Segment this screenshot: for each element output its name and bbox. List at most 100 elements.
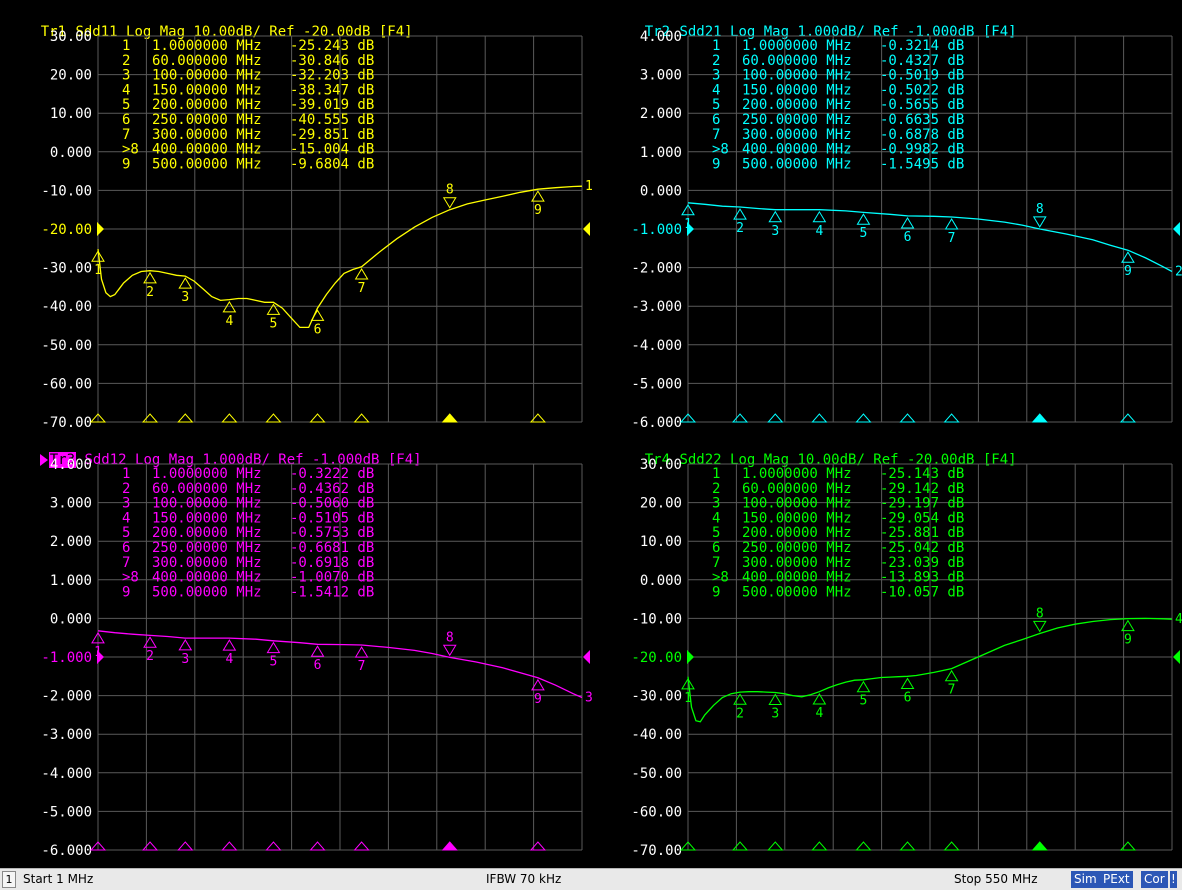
marker-table-number: 4 [122, 510, 130, 526]
y-tick-label: -50.00 [41, 338, 92, 354]
marker-triangle [733, 208, 747, 220]
trace2-label[interactable]: Tr2 [644, 24, 671, 40]
marker-table-frequency: 150.00000 MHz [152, 82, 262, 98]
marker-table-number: 1 [712, 466, 720, 482]
marker-stimulus-triangle [221, 413, 238, 423]
marker-table-number: 7 [712, 555, 720, 571]
port-extension-badge[interactable]: PExt [1100, 871, 1133, 888]
marker-stimulus-triangle [1031, 841, 1048, 851]
marker-table-frequency: 1.0000000 MHz [152, 38, 262, 54]
y-tick-label: 4.000 [50, 457, 92, 473]
marker-table-value: -25.042 dB [880, 540, 964, 556]
y-tick-label: -60.00 [41, 376, 92, 392]
marker-label: 7 [948, 231, 956, 246]
reference-level-label: -20.00 [631, 650, 682, 666]
marker-stimulus-triangle [731, 841, 749, 851]
marker-table-frequency: 200.00000 MHz [742, 525, 852, 541]
y-tick-label: 30.00 [50, 29, 92, 45]
marker-triangle [812, 210, 827, 223]
marker-label: 3 [181, 652, 189, 667]
marker-stimulus-triangle [441, 841, 458, 851]
marker-stimulus-triangle [1119, 841, 1137, 851]
marker-table-value: -38.347 dB [290, 82, 374, 98]
trace-line [687, 617, 1173, 723]
marker-table-frequency: 200.00000 MHz [152, 97, 262, 113]
marker-triangle [91, 250, 105, 262]
marker-stimulus-triangle [679, 841, 697, 851]
marker-stimulus-triangle [265, 841, 282, 851]
marker-label: 6 [904, 230, 912, 245]
warning-badge[interactable]: ! [1170, 871, 1177, 888]
trace1-label[interactable]: Tr1 [40, 24, 67, 40]
ifbw-setting[interactable]: IFBW 70 kHz [486, 872, 562, 886]
marker-table-number: 6 [712, 540, 720, 556]
marker-stimulus-triangle [943, 841, 960, 851]
marker-table-value: -32.203 dB [290, 68, 374, 84]
trace4-label[interactable]: Tr4 [644, 452, 671, 468]
marker-label: 9 [1124, 264, 1132, 279]
sim-badge[interactable]: Sim [1071, 871, 1100, 888]
marker-stimulus-triangle [177, 841, 194, 851]
marker-label: 3 [771, 707, 779, 722]
marker-label: 8 [446, 630, 454, 645]
marker-label: 4 [815, 706, 823, 721]
y-tick-label: 2.000 [50, 534, 92, 550]
marker-table-number: 4 [712, 82, 720, 98]
y-tick-label: -2.000 [41, 689, 92, 705]
marker-table-value: -0.5019 dB [880, 68, 964, 84]
marker-table-value: -0.6635 dB [880, 112, 964, 128]
marker-label: 1 [94, 645, 102, 660]
marker-table-value: -25.243 dB [290, 38, 374, 54]
reference-level-label: -20.00 [41, 222, 92, 238]
marker-table-number: >8 [122, 142, 139, 158]
y-tick-label: 0.000 [50, 611, 92, 627]
marker-table-number: 6 [712, 112, 720, 128]
marker-triangle [222, 639, 237, 651]
marker-stimulus-triangle [679, 413, 697, 423]
start-frequency[interactable]: Start 1 MHz [23, 872, 94, 886]
marker-table-frequency: 400.00000 MHz [152, 570, 262, 586]
marker-label: 5 [860, 694, 868, 709]
y-tick-label: -60.00 [631, 804, 682, 820]
marker-stimulus-triangle [855, 413, 872, 423]
marker-stimulus-triangle [529, 841, 547, 851]
marker-table-number: 5 [122, 525, 130, 541]
marker-table-value: -39.019 dB [290, 97, 374, 113]
marker-label: 4 [815, 224, 823, 239]
channel-indicator[interactable]: 1 [2, 871, 16, 888]
marker-table-number: 4 [122, 82, 130, 98]
stop-frequency[interactable]: Stop 550 MHz [954, 872, 1038, 886]
marker-stimulus-triangle [1119, 413, 1137, 423]
marker-table-frequency: 500.00000 MHz [742, 584, 852, 600]
marker-label: 2 [146, 649, 154, 664]
y-tick-label: 20.00 [50, 68, 92, 84]
correction-badge[interactable]: Cor [1141, 871, 1168, 888]
marker-stimulus-triangle [353, 413, 370, 423]
marker-label: 1 [684, 217, 692, 232]
marker-triangle [900, 677, 915, 689]
marker-label: 6 [904, 690, 912, 705]
marker-stimulus-triangle [899, 413, 916, 423]
marker-table-value: -13.893 dB [880, 570, 964, 586]
marker-table-frequency: 1.0000000 MHz [742, 38, 852, 54]
marker-stimulus-triangle [353, 841, 370, 851]
trace-line [97, 185, 583, 329]
y-tick-label: 3.000 [640, 68, 682, 84]
marker-triangle [222, 300, 237, 313]
y-tick-label: 20.00 [640, 496, 682, 512]
marker-table-frequency: 60.000000 MHz [152, 53, 262, 69]
marker-table-number: 7 [122, 127, 130, 143]
marker-table-frequency: 150.00000 MHz [742, 510, 852, 526]
trace3-label[interactable]: Tr3 [48, 452, 77, 468]
marker-label: 7 [358, 281, 366, 296]
trace-end-label: 3 [585, 691, 593, 706]
y-tick-label: -5.000 [631, 376, 682, 392]
reference-left-arrow-icon [687, 650, 694, 664]
plots-canvas[interactable]: 30.00 20.00 10.00 0.000 -10.00 -20.00 -30.00 -4… [0, 0, 1182, 868]
chart-pane-1: 30.00 20.00 10.00 0.000 -10.00 -20.00 -30.00 -4… [41, 29, 592, 431]
marker-triangle-active [1032, 216, 1047, 228]
marker-label: 8 [446, 183, 454, 198]
marker-table-frequency: 60.000000 MHz [742, 53, 852, 69]
marker-table-number: 7 [122, 555, 130, 571]
marker-table-frequency: 200.00000 MHz [152, 525, 262, 541]
